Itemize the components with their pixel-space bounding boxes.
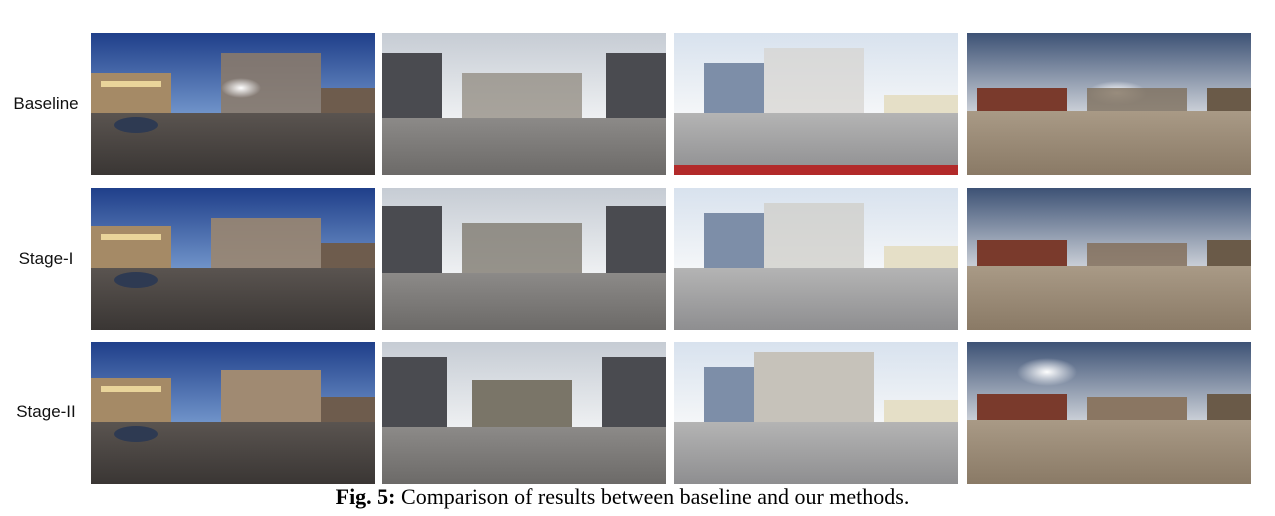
row-label-stage-ii: Stage-II	[16, 402, 76, 421]
panorama-stage1-3	[674, 188, 958, 330]
figure-caption: Fig. 5: Comparison of results between ba…	[0, 484, 1245, 510]
panorama-stage1-1	[91, 188, 375, 330]
panorama-stage2-3	[674, 342, 958, 484]
panorama-stage1-2	[382, 188, 666, 330]
caption-prefix: Fig. 5:	[335, 484, 396, 509]
panorama-stage1-4	[967, 188, 1251, 330]
row-label-stage-i: Stage-I	[18, 249, 74, 268]
panorama-baseline-3	[674, 33, 958, 175]
panorama-stage2-4	[967, 342, 1251, 484]
panorama-baseline-1	[91, 33, 375, 175]
caption-text: Comparison of results between baseline a…	[401, 484, 910, 509]
panorama-stage2-1	[91, 342, 375, 484]
panorama-baseline-4	[967, 33, 1251, 175]
row-label-baseline: Baseline	[13, 94, 79, 113]
panorama-baseline-2	[382, 33, 666, 175]
panorama-stage2-2	[382, 342, 666, 484]
